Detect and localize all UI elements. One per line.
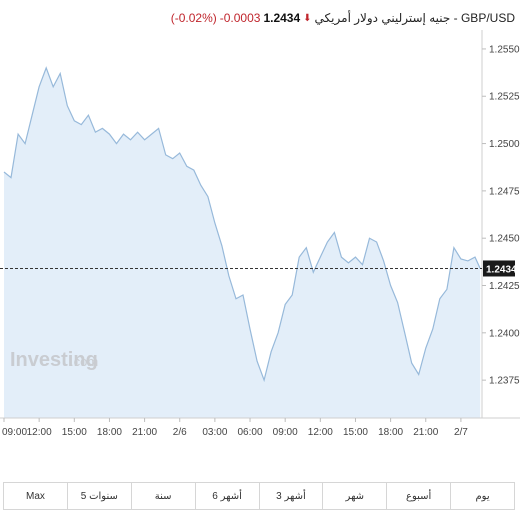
down-arrow-icon: ⬇ [303, 12, 312, 24]
y-tick-label: 1.2525 [489, 92, 520, 103]
x-tick-label: 06:00 [238, 427, 263, 438]
y-tick-label: 1.2500 [489, 139, 520, 150]
investing-watermark: Investing .com [10, 349, 98, 371]
period-tab[interactable]: شهر [323, 483, 388, 509]
y-tick-label: 1.2400 [489, 328, 520, 339]
y-tick-label: 1.2425 [489, 281, 520, 292]
x-tick-label: 2/6 [173, 427, 187, 438]
y-tick-label: 1.2450 [489, 234, 520, 245]
x-tick-label: 09:00 [2, 427, 27, 438]
instrument-title: جنيه إسترليني دولار أمريكي - GBP/USD [314, 11, 515, 25]
x-tick-label: 15:00 [343, 427, 368, 438]
period-tabs: Max 5 سنوات سنة 6 أشهر 3 أشهر شهر أسبوع يوم [3, 482, 515, 510]
x-tick-label: 09:00 [273, 427, 298, 438]
last-price: 1.2434 [263, 11, 301, 25]
watermark-brand: Investing [10, 349, 98, 371]
last-price-marker: 1.2434 [0, 260, 517, 277]
y-tick-label: 1.2375 [489, 376, 520, 387]
quote-header: (-0.02%) -0.0003 1.2434 ⬇ جنيه إسترليني … [171, 9, 515, 27]
x-tick-label: 12:00 [308, 427, 333, 438]
period-tab[interactable]: Max [4, 483, 68, 509]
y-tick-label: 1.2475 [489, 186, 520, 197]
x-tick-label: 2/7 [454, 427, 468, 438]
x-tick-label: 15:00 [62, 427, 87, 438]
price-chart[interactable]: Investing .com 09:00 12:00 15:00 18:00 21:00… [0, 30, 520, 440]
last-price-tag [483, 260, 515, 277]
x-tick-label: 12:00 [27, 427, 52, 438]
watermark-suffix: .com [70, 354, 98, 369]
series-area [4, 67, 481, 419]
y-axis-ticks: 1.2375 1.2400 1.2425 1.2450 1.2475 1.2500 1.25… [482, 44, 520, 387]
area-layer [3, 66, 481, 419]
x-tick-label: 03:00 [202, 427, 227, 438]
x-axis-ticks: 09:00 12:00 15:00 18:00 21:00 2/6 03:00 06:00 09… [2, 418, 468, 438]
change-percent: (-0.02%) [170, 11, 217, 25]
period-tab[interactable]: يوم [475, 490, 490, 502]
period-tab[interactable]: سنة [132, 483, 196, 509]
x-tick-label: 18:00 [378, 427, 403, 438]
period-tab[interactable]: 5 سنوات [68, 483, 132, 509]
x-tick-label: 21:00 [132, 427, 157, 438]
period-tab[interactable]: أسبوع [387, 483, 452, 509]
period-tab[interactable]: 6 أشهر [196, 483, 260, 509]
last-price-label: 1.2434 [486, 264, 517, 275]
change-value: -0.0003 [219, 11, 261, 25]
x-tick-label: 21:00 [413, 427, 438, 438]
x-tick-label: 18:00 [97, 427, 122, 438]
y-tick-label: 1.2550 [489, 44, 520, 55]
period-tab[interactable]: 3 أشهر [260, 483, 324, 509]
series-line [3, 66, 481, 383]
axes [0, 30, 520, 419]
